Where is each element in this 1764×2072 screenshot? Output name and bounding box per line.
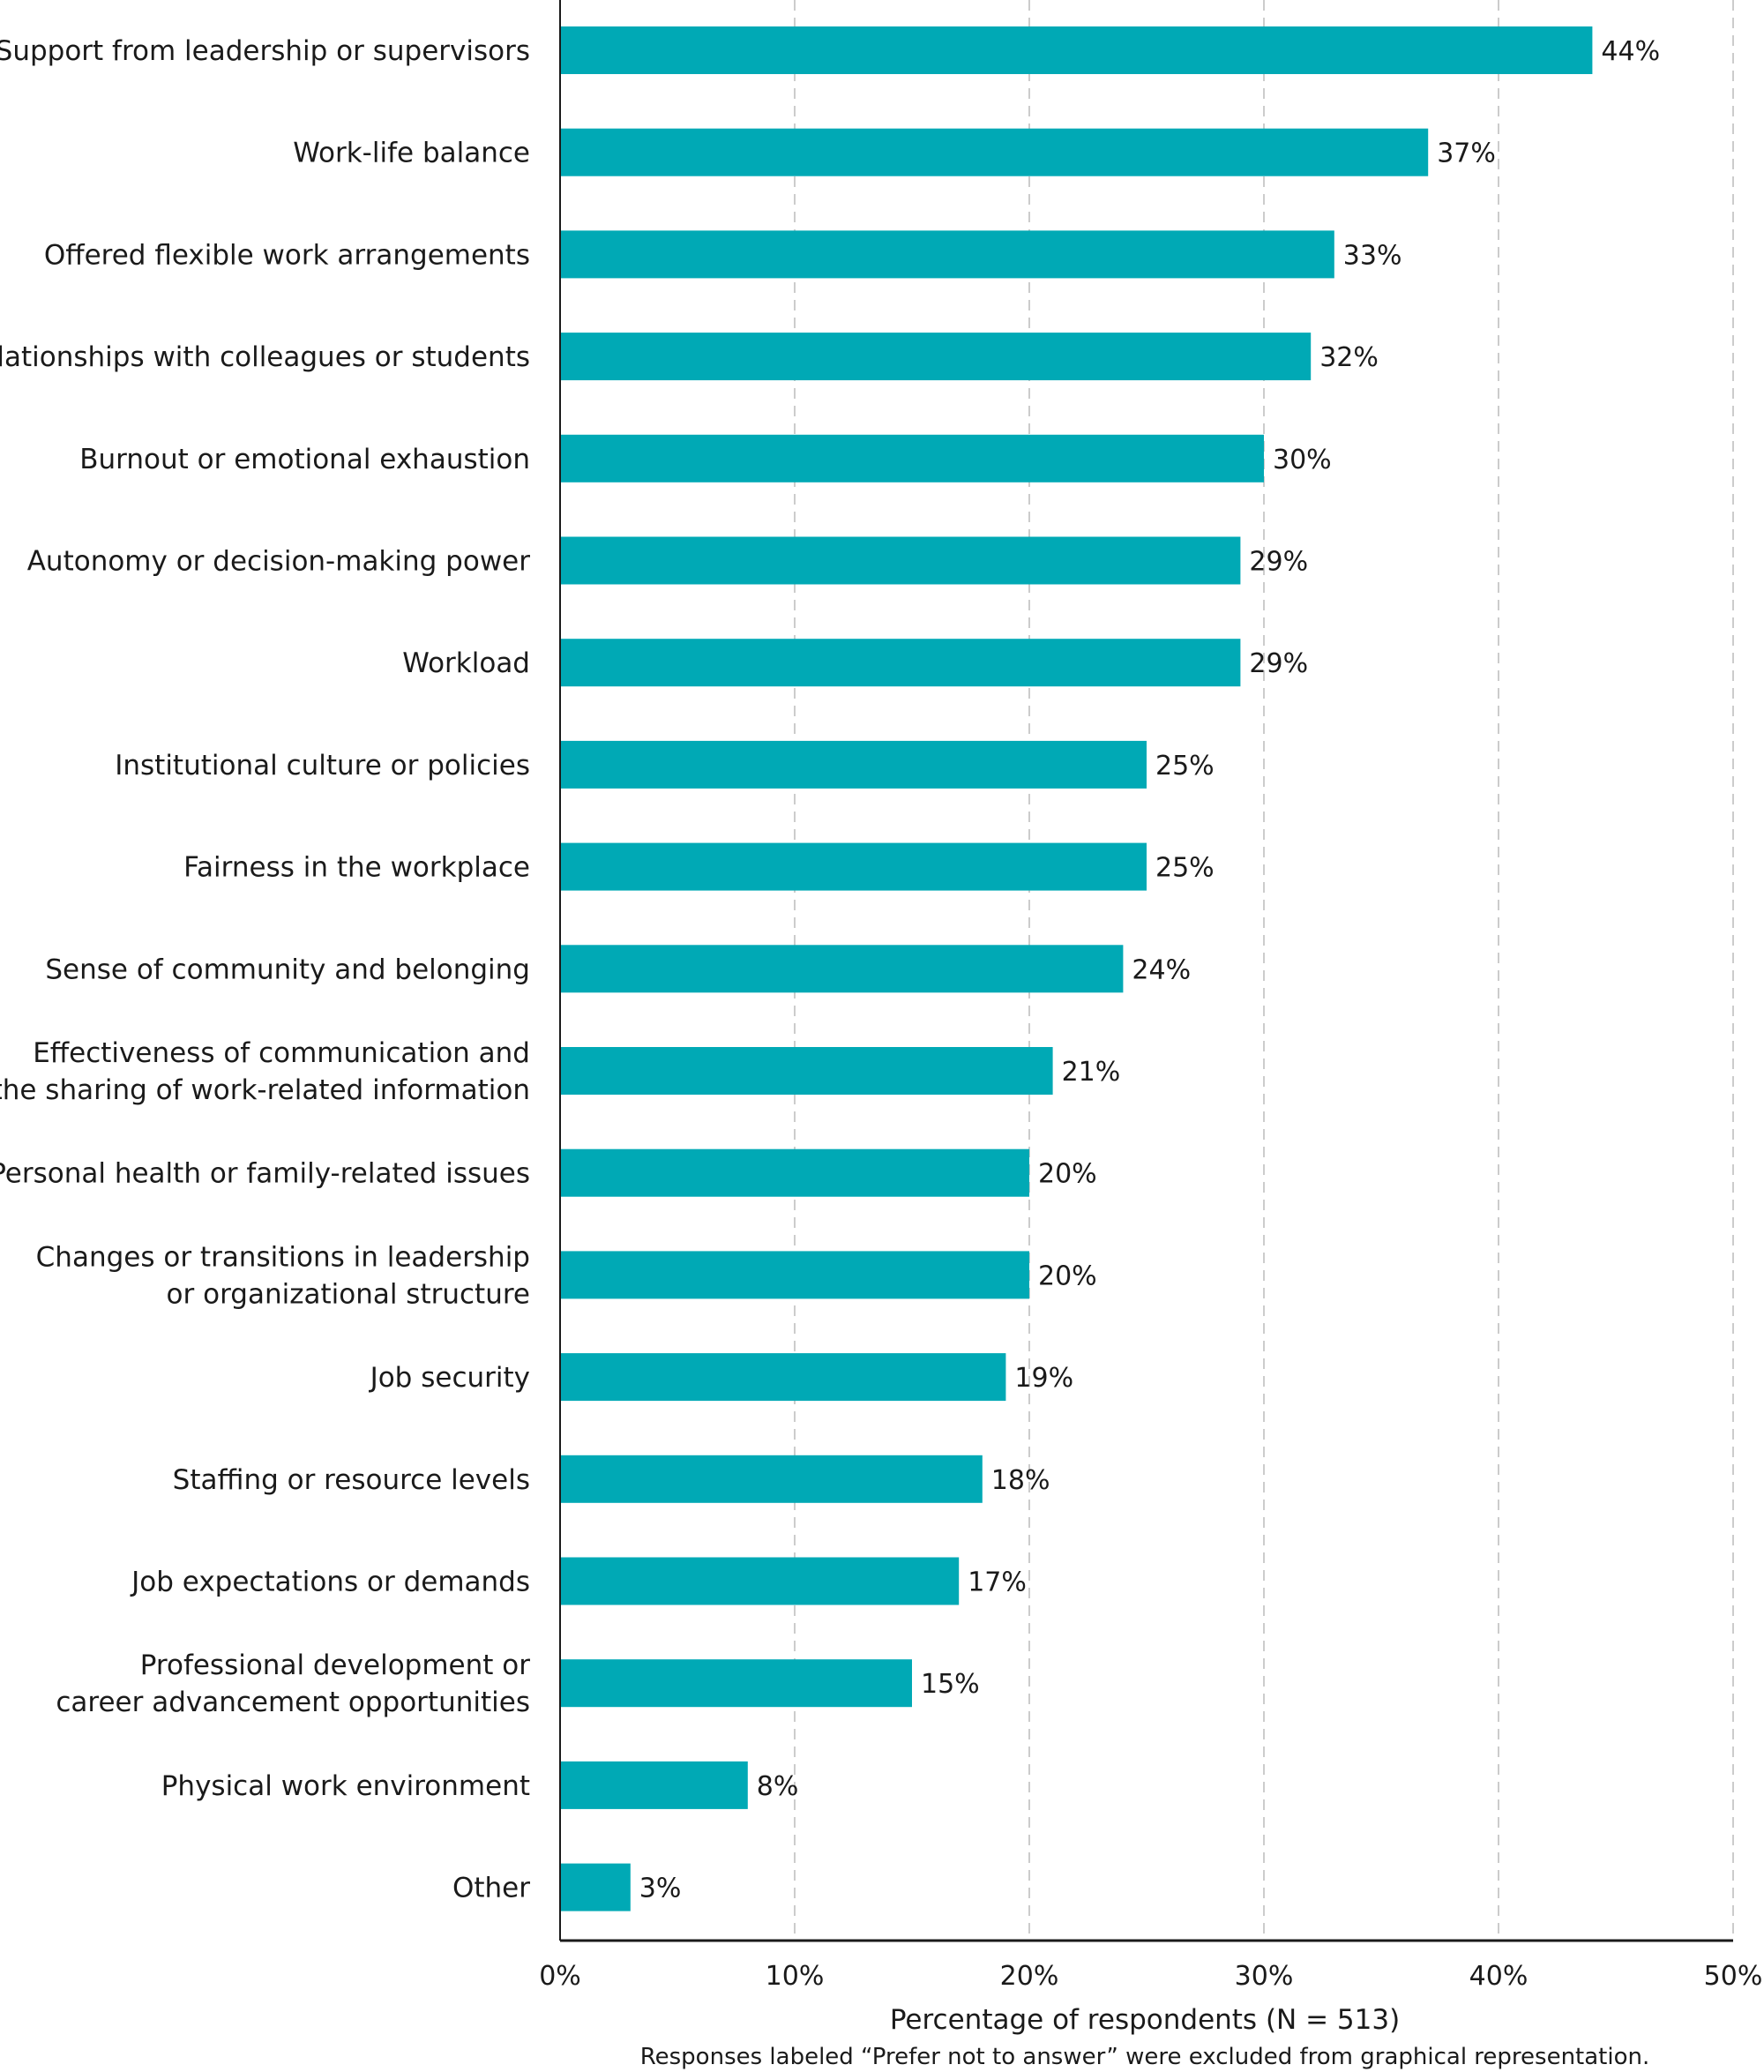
bar bbox=[560, 740, 1147, 789]
bar bbox=[560, 1557, 960, 1605]
bar bbox=[560, 1148, 1029, 1197]
bar-value-label: 3% bbox=[639, 1874, 682, 1904]
bar bbox=[560, 1455, 983, 1503]
category-label-line: Fairness in the workplace bbox=[183, 852, 530, 884]
category-label-line: Staffing or resource levels bbox=[173, 1464, 530, 1496]
category-label-line: Burnout or emotional exhaustion bbox=[79, 444, 530, 475]
category-label: Professional development or career advanc… bbox=[56, 1649, 530, 1718]
bar-value-label: 20% bbox=[1038, 1260, 1097, 1291]
category-label-line: Relationships with colleagues or student… bbox=[0, 341, 530, 373]
bar bbox=[560, 536, 1241, 585]
bar bbox=[560, 434, 1264, 482]
category-label-line: Workload bbox=[402, 647, 530, 679]
axes bbox=[559, 0, 1733, 1942]
category-label-line: Offered flexible work arrangements bbox=[44, 239, 530, 271]
category-label: Work-life balance bbox=[293, 138, 530, 169]
chart-footnote: Responses labeled “Prefer not to answer”… bbox=[640, 2044, 1650, 2070]
bar-value-label: 44% bbox=[1601, 36, 1660, 67]
category-label-line: Changes or transitions in leadership bbox=[36, 1241, 530, 1273]
bar-value-label: 24% bbox=[1132, 954, 1191, 985]
x-tick-label: 0% bbox=[539, 1961, 581, 1992]
category-label-line: Effectiveness of communication and bbox=[33, 1037, 530, 1069]
category-label: Fairness in the workplace bbox=[183, 852, 530, 884]
bar bbox=[560, 128, 1429, 176]
category-label: Personal health or family-related issues bbox=[0, 1158, 530, 1190]
bar bbox=[560, 1251, 1029, 1299]
category-label-line: Other bbox=[452, 1873, 530, 1904]
labels: 0% 10% 20% 30% 40% 50% 44% Support from leaders… bbox=[0, 35, 1762, 1992]
bar-value-label: 29% bbox=[1249, 648, 1308, 679]
category-label-line: the sharing of work-related information bbox=[0, 1074, 530, 1106]
x-tick-label: 50% bbox=[1704, 1961, 1763, 1992]
bar-value-label: 37% bbox=[1437, 138, 1496, 169]
category-label-line: Physical work environment bbox=[161, 1770, 530, 1802]
category-label-line: Support from leadership or supervisors bbox=[0, 35, 530, 67]
category-label-line: Work-life balance bbox=[293, 138, 530, 169]
x-tick-label: 20% bbox=[1000, 1961, 1059, 1992]
bar-value-label: 25% bbox=[1155, 853, 1215, 884]
bar bbox=[560, 1353, 1006, 1402]
bar-value-label: 25% bbox=[1155, 751, 1215, 782]
category-label: Workload bbox=[402, 647, 530, 679]
bar bbox=[560, 842, 1147, 891]
category-label-line: Job expectations or demands bbox=[130, 1567, 530, 1598]
bar-value-label: 8% bbox=[757, 1771, 799, 1802]
category-label: Relationships with colleagues or student… bbox=[0, 341, 530, 373]
bar bbox=[560, 639, 1241, 687]
x-tick-label: 30% bbox=[1235, 1961, 1294, 1992]
category-label-line: or organizational structure bbox=[167, 1278, 530, 1310]
bars bbox=[560, 26, 1593, 1911]
category-label-line: Sense of community and belonging bbox=[45, 954, 530, 985]
bar-value-label: 21% bbox=[1062, 1057, 1121, 1088]
category-label: Job security bbox=[369, 1362, 530, 1394]
bar-value-label: 18% bbox=[991, 1465, 1050, 1496]
bar-value-label: 29% bbox=[1249, 547, 1308, 578]
x-tick-label: 10% bbox=[766, 1961, 825, 1992]
category-label: Offered flexible work arrangements bbox=[44, 239, 530, 271]
category-label: Job expectations or demands bbox=[130, 1567, 530, 1598]
bar-value-label: 30% bbox=[1273, 445, 1332, 475]
category-label-line: Job security bbox=[369, 1362, 530, 1394]
x-tick-label: 40% bbox=[1469, 1961, 1529, 1992]
category-label-line: career advancement opportunities bbox=[56, 1687, 530, 1718]
category-label-line: Professional development or bbox=[140, 1649, 530, 1681]
bar bbox=[560, 1863, 631, 1911]
bar bbox=[560, 230, 1334, 279]
category-label: Effectiveness of communication and the sh… bbox=[0, 1037, 530, 1106]
bar bbox=[560, 1047, 1053, 1095]
category-label: Institutional culture or policies bbox=[115, 750, 530, 782]
category-label: Autonomy or decision-making power bbox=[27, 546, 531, 578]
bar bbox=[560, 945, 1124, 993]
bar bbox=[560, 1659, 912, 1708]
bar bbox=[560, 26, 1593, 74]
category-label: Changes or transitions in leadership or o… bbox=[36, 1241, 530, 1310]
category-label: Sense of community and belonging bbox=[45, 954, 530, 985]
category-label: Other bbox=[452, 1873, 530, 1904]
category-label-line: Personal health or family-related issues bbox=[0, 1158, 530, 1190]
category-label-line: Autonomy or decision-making power bbox=[27, 546, 531, 578]
category-label-line: Institutional culture or policies bbox=[115, 750, 530, 782]
bar-value-label: 15% bbox=[921, 1669, 980, 1700]
bar-value-label: 17% bbox=[968, 1567, 1027, 1598]
bar bbox=[560, 333, 1312, 381]
category-label: Burnout or emotional exhaustion bbox=[79, 444, 530, 475]
category-label: Physical work environment bbox=[161, 1770, 530, 1802]
bar-value-label: 32% bbox=[1319, 342, 1379, 373]
bar-value-label: 19% bbox=[1014, 1363, 1073, 1394]
category-label: Staffing or resource levels bbox=[173, 1464, 530, 1496]
bar-value-label: 33% bbox=[1343, 240, 1402, 271]
category-label: Support from leadership or supervisors bbox=[0, 35, 530, 67]
x-axis-title: Percentage of respondents (N = 513) bbox=[890, 2004, 1400, 2036]
bar bbox=[560, 1761, 748, 1809]
bar-value-label: 20% bbox=[1038, 1159, 1097, 1190]
